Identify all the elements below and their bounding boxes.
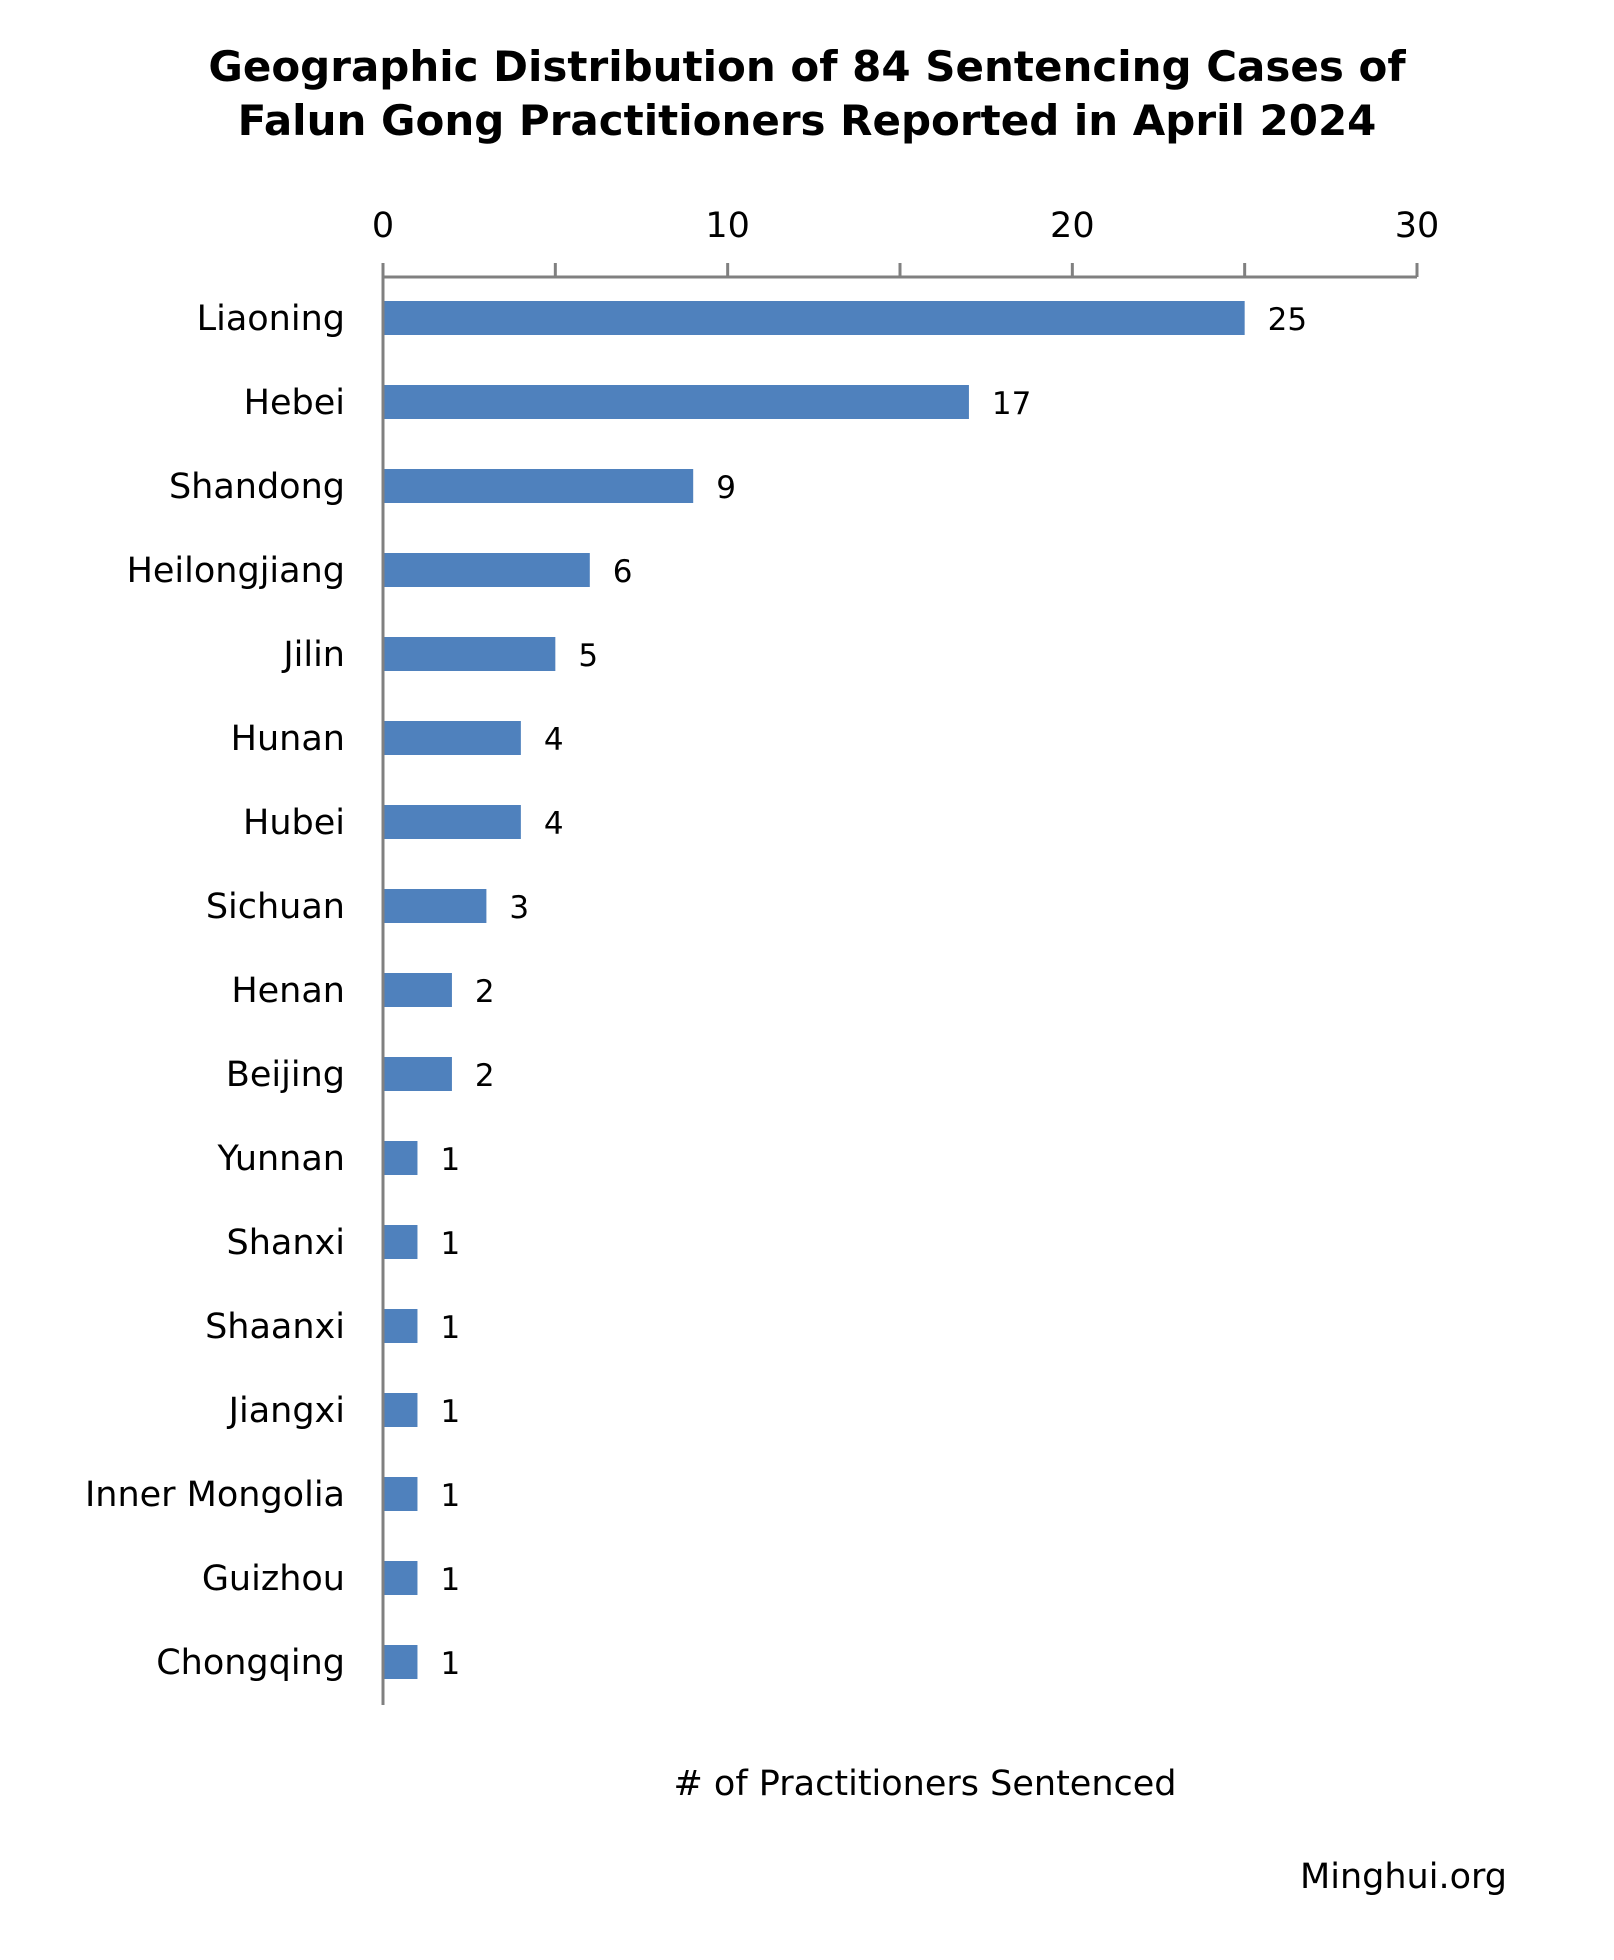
bar (384, 1141, 418, 1175)
category-label: Shanxi (227, 1223, 345, 1263)
x-tick-label: 30 (1395, 206, 1440, 246)
bar (384, 889, 487, 923)
bar (384, 1057, 452, 1091)
x-tick-label: 0 (372, 206, 394, 246)
x-axis-title: # of Practitioners Sentenced (673, 1764, 1176, 1804)
category-label: Jilin (281, 635, 345, 675)
data-label: 1 (440, 1142, 460, 1178)
chart-title-line: Geographic Distribution of 84 Sentencing… (208, 42, 1406, 91)
category-label: Shandong (169, 467, 345, 507)
data-label: 4 (544, 806, 564, 842)
bar (384, 637, 556, 671)
bar (384, 553, 590, 587)
x-tick-label: 20 (1050, 206, 1095, 246)
chart-title: Geographic Distribution of 84 Sentencing… (0, 40, 1614, 148)
bar (384, 1645, 418, 1679)
category-label: Guizhou (202, 1559, 345, 1599)
category-labels: Liaoning Hebei Shandong Heilongjiang Jilin Hu… (85, 299, 345, 1683)
category-label: Henan (231, 971, 345, 1011)
category-label: Chongqing (156, 1643, 345, 1683)
data-label: 6 (613, 554, 633, 590)
data-label: 9 (716, 470, 736, 506)
data-label: 17 (992, 386, 1031, 422)
category-label: Sichuan (206, 887, 345, 927)
x-axis: 0 10 20 30 (372, 206, 1439, 1705)
data-label: 1 (440, 1646, 460, 1682)
category-label: Shaanxi (205, 1307, 345, 1347)
data-labels: 25 17 9 6 5 4 4 3 2 2 1 1 1 1 1 1 1 (440, 302, 1307, 1682)
data-label: 2 (475, 1058, 495, 1094)
source-credit: Minghui.org (1300, 1857, 1507, 1897)
data-label: 1 (440, 1394, 460, 1430)
category-label: Heilongjiang (127, 551, 345, 591)
bar (384, 385, 969, 419)
bar (384, 973, 452, 1007)
bar (384, 1477, 418, 1511)
data-label: 1 (440, 1310, 460, 1346)
category-label: Liaoning (197, 299, 345, 339)
data-label: 4 (544, 722, 564, 758)
bars (384, 301, 1245, 1679)
data-label: 1 (440, 1562, 460, 1598)
bar (384, 1561, 418, 1595)
bar (384, 1393, 418, 1427)
bar (384, 1225, 418, 1259)
category-label: Inner Mongolia (85, 1475, 345, 1515)
data-label: 5 (578, 638, 598, 674)
bar (384, 1309, 418, 1343)
data-label: 2 (475, 974, 495, 1010)
data-label: 25 (1268, 302, 1307, 338)
bar (384, 301, 1245, 335)
data-label: 3 (509, 890, 529, 926)
category-label: Jiangxi (227, 1391, 345, 1431)
data-label: 1 (440, 1226, 460, 1262)
category-label: Hebei (244, 383, 345, 423)
category-label: Hubei (243, 803, 345, 843)
bar (384, 721, 521, 755)
category-label: Beijing (226, 1055, 345, 1095)
bar (384, 805, 521, 839)
x-tick-label: 10 (705, 206, 750, 246)
category-label: Hunan (231, 719, 345, 759)
bar (384, 469, 694, 503)
chart-title-line: Falun Gong Practitioners Reported in Apr… (237, 96, 1377, 145)
category-label: Yunnan (216, 1139, 345, 1179)
data-label: 1 (440, 1478, 460, 1514)
